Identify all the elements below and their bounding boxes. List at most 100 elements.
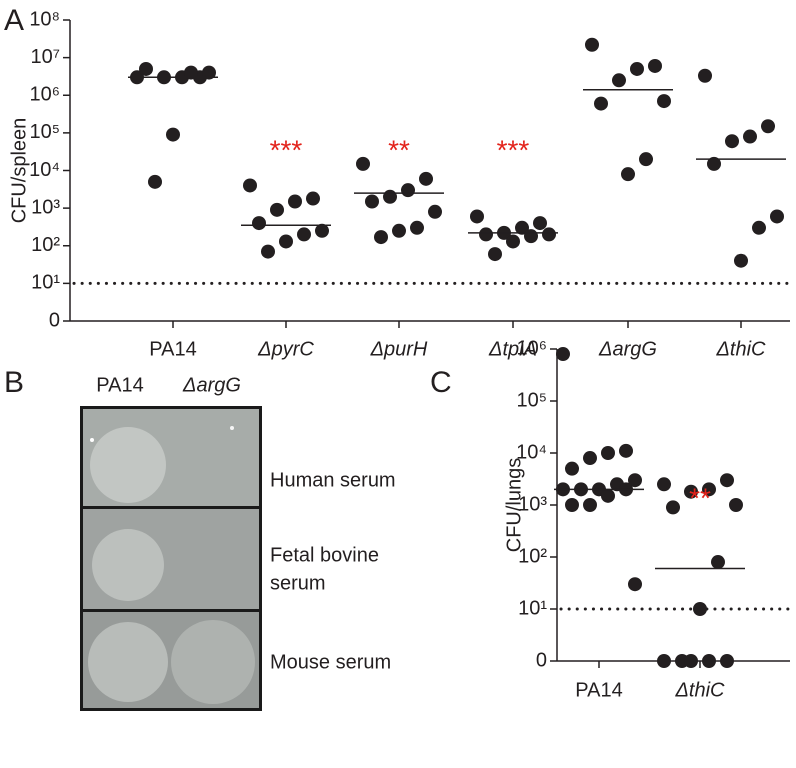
data-point <box>410 220 424 235</box>
data-point <box>488 247 502 262</box>
data-point <box>639 152 653 167</box>
y-axis-label: CFU/lungs <box>503 458 525 552</box>
y-tick-label: 10⁴ <box>516 441 547 463</box>
data-point <box>556 347 570 362</box>
y-tick-label: 10⁸ <box>29 8 60 30</box>
row-label: Human serum <box>270 469 396 491</box>
column-label: PA14 <box>96 374 143 396</box>
data-point <box>684 654 698 668</box>
data-point <box>565 498 579 512</box>
data-point <box>666 500 680 515</box>
panel-letter: A <box>4 4 24 37</box>
category-label: PA14 <box>149 338 196 360</box>
data-point <box>148 174 162 189</box>
data-point <box>583 498 597 512</box>
y-tick-label: 10⁵ <box>516 389 547 411</box>
data-point <box>392 223 406 238</box>
data-point <box>243 178 257 193</box>
data-point <box>628 577 642 592</box>
data-point <box>585 37 599 52</box>
column-label: ΔargG <box>182 374 241 396</box>
panel-letter: C <box>430 366 452 399</box>
significance: ** <box>689 482 711 513</box>
row-label: Mouse serum <box>270 651 391 673</box>
category-label: ΔthiC <box>716 338 767 360</box>
data-point <box>698 68 712 83</box>
y-tick-label: 10³ <box>518 493 547 515</box>
significance: *** <box>270 134 303 165</box>
data-point <box>470 209 484 224</box>
data-point <box>506 234 520 249</box>
data-point <box>707 156 721 171</box>
data-point <box>315 223 329 238</box>
data-point <box>684 484 698 499</box>
row-label: Fetal bovine <box>270 544 379 566</box>
data-point <box>720 654 734 668</box>
data-point <box>711 555 725 570</box>
data-point <box>729 498 743 512</box>
data-point <box>648 58 662 73</box>
significance: ** <box>388 134 410 165</box>
data-point <box>533 216 547 231</box>
y-tick-label: 0 <box>49 309 60 331</box>
data-point <box>279 234 293 249</box>
row-label: serum <box>270 572 326 594</box>
category-label: ΔargG <box>598 338 657 360</box>
y-tick-label: 0 <box>536 649 547 671</box>
y-tick-label: 10⁶ <box>517 337 547 359</box>
data-point <box>383 189 397 204</box>
data-point <box>202 65 216 80</box>
y-tick-label: 10⁴ <box>29 159 60 181</box>
data-point <box>619 443 633 458</box>
data-point <box>565 461 579 476</box>
data-point <box>419 171 433 186</box>
data-point <box>720 473 734 488</box>
data-point <box>524 229 538 244</box>
data-point <box>743 129 757 144</box>
data-point <box>356 156 370 171</box>
data-point <box>184 65 198 80</box>
data-point <box>401 183 415 198</box>
category-label: ΔpyrC <box>257 338 314 360</box>
data-point <box>139 61 153 76</box>
panel-letter: B <box>4 366 24 399</box>
data-point <box>261 244 275 259</box>
data-point <box>374 230 388 245</box>
data-point <box>628 473 642 488</box>
data-point <box>428 204 442 219</box>
data-point <box>621 167 635 182</box>
data-point <box>252 216 266 231</box>
plate-image <box>80 406 262 711</box>
data-point <box>657 477 671 492</box>
data-point <box>612 73 626 88</box>
y-tick-label: 10¹ <box>518 597 547 619</box>
y-tick-label: 10⁷ <box>31 46 60 68</box>
data-point <box>288 194 302 209</box>
significance: *** <box>497 134 530 165</box>
data-point <box>270 202 284 217</box>
data-point <box>542 227 556 242</box>
data-point <box>479 227 493 242</box>
y-axis-label: CFU/spleen <box>8 118 30 224</box>
y-tick-label: 10⁶ <box>30 84 60 106</box>
data-point <box>702 654 716 668</box>
data-point <box>297 227 311 242</box>
data-point <box>770 209 784 224</box>
data-point <box>601 446 615 460</box>
data-point <box>657 94 671 109</box>
data-point <box>166 127 180 142</box>
y-tick-label: 10³ <box>31 196 60 218</box>
category-label: ΔthiC <box>675 679 726 701</box>
y-tick-label: 10² <box>518 545 547 567</box>
data-point <box>761 119 775 134</box>
data-point <box>583 451 597 466</box>
data-point <box>594 96 608 111</box>
data-point <box>601 488 615 503</box>
data-point <box>657 654 671 668</box>
y-tick-label: 10² <box>31 234 60 256</box>
data-point <box>702 482 716 497</box>
y-tick-label: 10⁵ <box>29 121 60 143</box>
data-point <box>515 220 529 235</box>
category-label: ΔpurH <box>370 338 428 360</box>
